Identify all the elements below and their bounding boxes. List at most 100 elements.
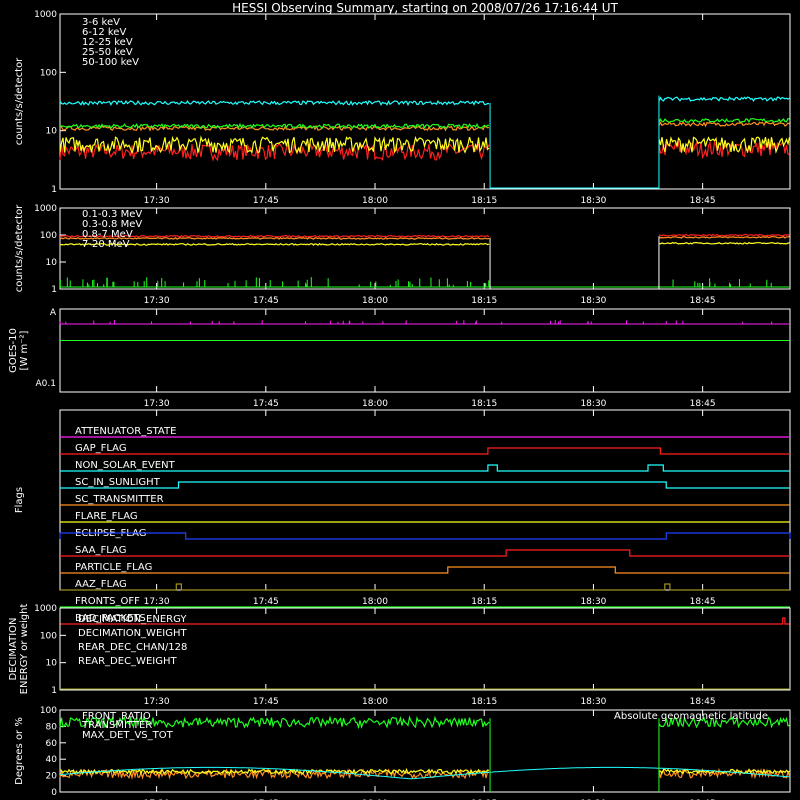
y-axis-label: counts/s/detector [14,57,25,145]
xtick-label: 18:30 [580,597,606,607]
flag-label: SC_TRANSMITTER [75,494,164,505]
y-axis-label: [W m⁻²] [19,330,30,370]
series-line [59,96,790,107]
xtick-label: 18:45 [690,697,716,707]
legend-entry: 12-25 keV [82,37,133,48]
xtick-label: 18:45 [690,597,716,607]
legend-entry: MAX_DET_VS_TOT [82,730,174,741]
y-axis-label: ENERGY or weight [19,604,30,695]
xtick-label: 18:15 [471,196,497,206]
flag-label: SAA_FLAG [75,545,126,556]
ytick-label: 80 [46,722,58,732]
panel-frame-4 [59,607,791,691]
flag-line [60,583,790,591]
series-line [59,241,790,246]
xtick-label: 18:15 [471,296,497,306]
flag-label: NON_SOLAR_EVENT [75,460,176,471]
ytick-label: A0.1 [36,379,56,389]
ytick-label: 1 [51,285,57,295]
series-line [59,135,791,155]
legend-entry: DECIMATION_ENERGY [78,614,187,625]
xtick-label: 17:45 [253,697,279,707]
xtick-label: 18:00 [362,697,388,707]
flag-line [59,532,791,540]
y-axis-label: DECIMATION [8,617,19,680]
legend-entry: 0.3-0.8 MeV [82,219,142,230]
xtick-label: 18:15 [471,697,497,707]
flag-line [60,549,790,557]
ytick-label: 100 [40,231,57,241]
flag-label: AAZ_FLAG [75,579,127,590]
xtick-label: 18:00 [362,597,388,607]
xtick-label: 18:15 [471,399,497,409]
flag-label: FRONTS_OFF [75,596,140,607]
xtick-label: 17:30 [144,296,170,306]
y-axis-label: GOES-10 [8,328,19,373]
xtick-label: 17:45 [253,399,279,409]
flag-label: BAD_PACKETS [75,613,146,624]
legend-entry: 0.1-0.3 MeV [82,209,142,220]
xtick-label: 18:45 [690,196,716,206]
xtick-label: 17:30 [144,697,170,707]
flag-label: ATTENUATOR_STATE [75,426,176,437]
flag-label: SC_IN_SUNLIGHT [75,477,161,488]
legend-entry: 0.8-7 MeV [82,229,133,240]
flag-line [60,617,790,625]
legend-entry: REAR_DEC_CHAN/128 [78,642,187,653]
xtick-label: 18:45 [690,296,716,306]
xtick-label: 17:45 [253,597,279,607]
chart-title: HESSI Observing Summary, starting on 200… [232,1,618,15]
xtick-label: 18:30 [580,296,606,306]
series-line [59,766,791,780]
panel-frame-0 [59,13,791,190]
flag-line [60,481,790,489]
legend-entry: FRONT_RATIO [82,711,151,722]
xtick-label: 18:15 [471,597,497,607]
series-line [59,117,790,130]
xtick-label: 18:30 [580,399,606,409]
ytick-label: 40 [46,755,58,765]
ytick-label: 1000 [34,204,57,214]
xtick-label: 17:45 [253,296,279,306]
xtick-label: 18:45 [690,399,716,409]
series-line [59,235,790,240]
ytick-label: 10 [46,659,58,669]
ytick-label: 20 [46,772,58,782]
legend-entry: 7-20 MeV [82,239,130,250]
ytick-label: 10 [46,127,58,137]
xtick-label: 18:00 [362,296,388,306]
legend-entry: 25-50 keV [82,47,133,58]
ytick-label: 1000 [34,10,57,20]
legend-entry: Absolute geomagnetic latitude [614,711,768,722]
ytick-label: 100 [40,631,57,641]
xtick-label: 18:00 [362,196,388,206]
legend-entry: REAR_DEC_WEIGHT [78,656,177,667]
panel-frame-2 [59,308,791,393]
xtick-label: 18:00 [362,399,388,409]
xtick-label: 18:30 [580,697,606,707]
ytick-label: 60 [46,739,58,749]
legend-entry: TRANSMITTER [81,720,152,731]
series-line [59,767,790,776]
ytick-label: 100 [40,706,57,716]
panel-frame-5 [59,709,791,793]
legend-entry: 3-6 keV [82,17,120,28]
series-line [60,121,790,132]
flag-label: PARTICLE_FLAG [75,562,152,573]
flag-line [60,447,790,455]
xtick-label: 17:30 [144,597,170,607]
ytick-label: 1 [51,185,57,195]
ytick-label: 1 [51,686,57,696]
legend-entry: 50-100 keV [82,57,139,68]
ytick-label: 100 [40,68,57,78]
legend-entry: DECIMATION_WEIGHT [78,628,187,639]
xtick-label: 17:30 [144,399,170,409]
y-axis-label: Flags [14,487,25,513]
flag-line [60,566,790,574]
xtick-label: 17:45 [253,196,279,206]
series-line [59,715,790,730]
ytick-label: A [50,308,57,318]
ytick-label: 1000 [34,604,57,614]
series-line [59,233,790,238]
